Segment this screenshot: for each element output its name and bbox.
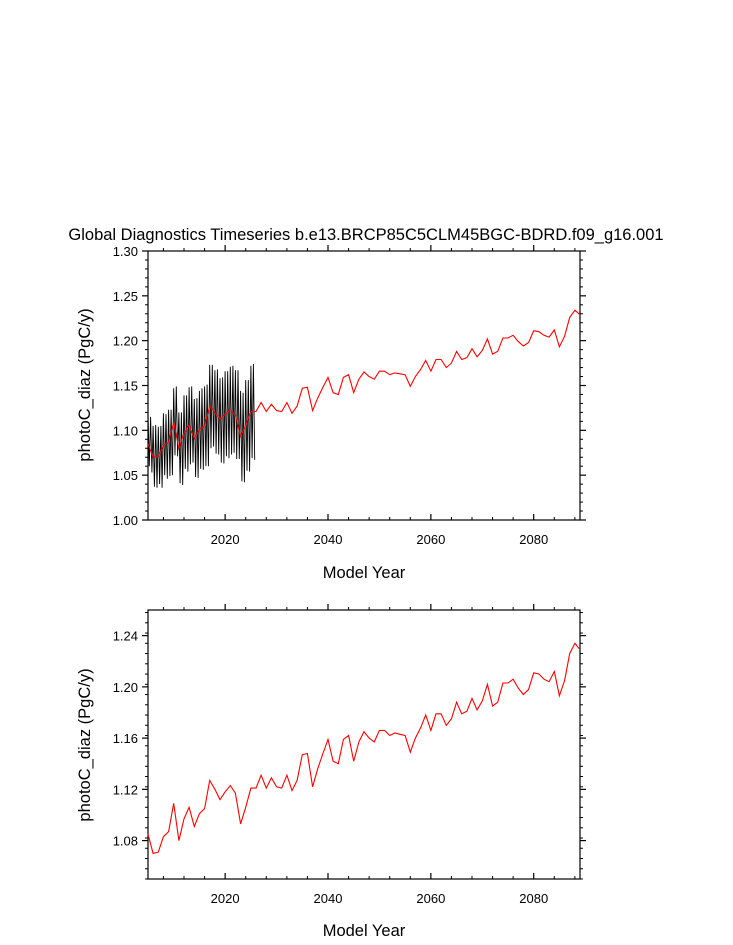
top-series <box>147 309 581 488</box>
top-y-axis-label: photoC_diaz (PgC/y) <box>76 308 94 461</box>
bottom-plot-frame <box>147 609 581 880</box>
y-tick-label: 1.10 <box>113 423 138 438</box>
x-tick-label: 2080 <box>519 891 548 906</box>
bottom-ticks <box>142 604 586 880</box>
y-tick-label: 1.12 <box>113 782 138 797</box>
bottom-ytick-labels: 1.08 1.12 1.16 1.20 1.24 <box>113 629 138 849</box>
y-tick-label: 1.15 <box>113 379 138 394</box>
bottom-y-axis-label: photoC_diaz (PgC/y) <box>76 668 94 821</box>
top-ytick-labels: 1.00 1.05 1.10 1.15 1.20 1.25 1.30 <box>113 244 138 528</box>
x-tick-label: 2060 <box>416 891 445 906</box>
annual-mean-series-line <box>147 309 581 458</box>
top-x-axis-label: Model Year <box>323 564 406 582</box>
y-tick-label: 1.05 <box>113 468 138 483</box>
y-tick-label: 1.20 <box>113 334 138 349</box>
figure-title: Global Diagnostics Timeseries b.e13.BRCP… <box>68 226 663 244</box>
annual-mean-series-line <box>147 642 581 855</box>
y-tick-label: 1.30 <box>113 244 138 259</box>
bottom-x-axis-label: Model Year <box>323 922 406 940</box>
y-tick-label: 1.24 <box>113 629 138 644</box>
top-xtick-labels: 2020 2040 2060 2080 <box>211 532 548 547</box>
y-tick-label: 1.08 <box>113 834 138 849</box>
y-tick-label: 1.00 <box>113 513 138 528</box>
top-ticks <box>142 245 586 521</box>
x-tick-label: 2040 <box>314 532 343 547</box>
bottom-xtick-labels: 2020 2040 2060 2080 <box>211 891 548 906</box>
top-panel: 1.00 1.05 1.10 1.15 1.20 1.25 1.30 2020 2040 206… <box>76 244 586 582</box>
y-tick-label: 1.16 <box>113 731 138 746</box>
x-tick-label: 2040 <box>314 891 343 906</box>
x-tick-label: 2060 <box>416 532 445 547</box>
monthly-series-line <box>147 363 256 488</box>
y-tick-label: 1.20 <box>113 680 138 695</box>
bottom-panel: 1.08 1.12 1.16 1.20 1.24 2020 2040 2060 2080 Mo… <box>76 604 586 940</box>
x-tick-label: 2020 <box>211 891 240 906</box>
x-tick-label: 2020 <box>211 532 240 547</box>
y-tick-label: 1.25 <box>113 289 138 304</box>
bottom-series <box>147 642 581 855</box>
x-tick-label: 2080 <box>519 532 548 547</box>
